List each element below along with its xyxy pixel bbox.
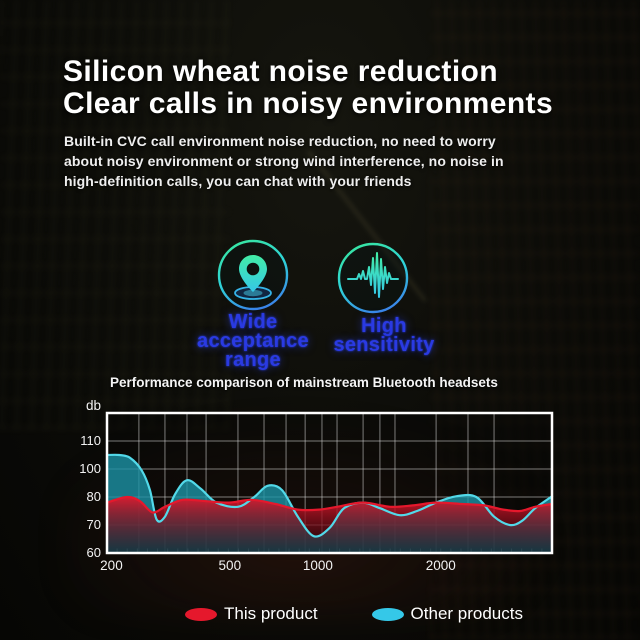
audio-waveform-icon	[504, 3, 564, 55]
location-pin-radar-icon	[217, 239, 289, 311]
legend-swatch-other-products	[371, 607, 404, 621]
performance-chart: db 110 100 80 70 60 200 500 1000 2000	[80, 398, 560, 586]
chart-legend: This product Other products	[185, 604, 523, 624]
svg-text:60: 60	[87, 545, 101, 560]
svg-text:db: db	[86, 398, 101, 413]
legend-label-this-product: This product	[224, 604, 318, 623]
headline-line-1: Silicon wheat noise reduction	[63, 55, 498, 88]
headline-line-2: Clear calls in noisy environments	[63, 87, 554, 120]
svg-text:100: 100	[80, 461, 101, 476]
page-title: Silicon wheat noise reduction Clear call…	[63, 56, 553, 120]
legend-label-other-products: Other products	[410, 604, 523, 623]
legend-swatch-this-product	[185, 607, 217, 621]
svg-text:500: 500	[219, 558, 242, 573]
feature-label-high-sensitivity: High sensitivity	[333, 315, 435, 356]
svg-text:1000: 1000	[303, 558, 333, 573]
svg-text:2000: 2000	[426, 558, 456, 573]
feature-label-wide-acceptance-range: Wide acceptance range	[197, 311, 309, 371]
svg-text:110: 110	[80, 433, 101, 448]
chart-title: Performance comparison of mainstream Blu…	[110, 375, 498, 390]
description-line-3: high-definition calls, you can chat with…	[64, 173, 412, 189]
description-line-1: Built-in CVC call environment noise redu…	[64, 133, 496, 149]
svg-text:80: 80	[87, 489, 101, 504]
pulse-waveform-icon	[337, 242, 409, 314]
description-text: Built-in CVC call environment noise redu…	[64, 131, 504, 191]
svg-text:200: 200	[100, 558, 123, 573]
description-line-2: about noisy environment or strong wind i…	[64, 153, 504, 169]
svg-text:70: 70	[87, 517, 101, 532]
